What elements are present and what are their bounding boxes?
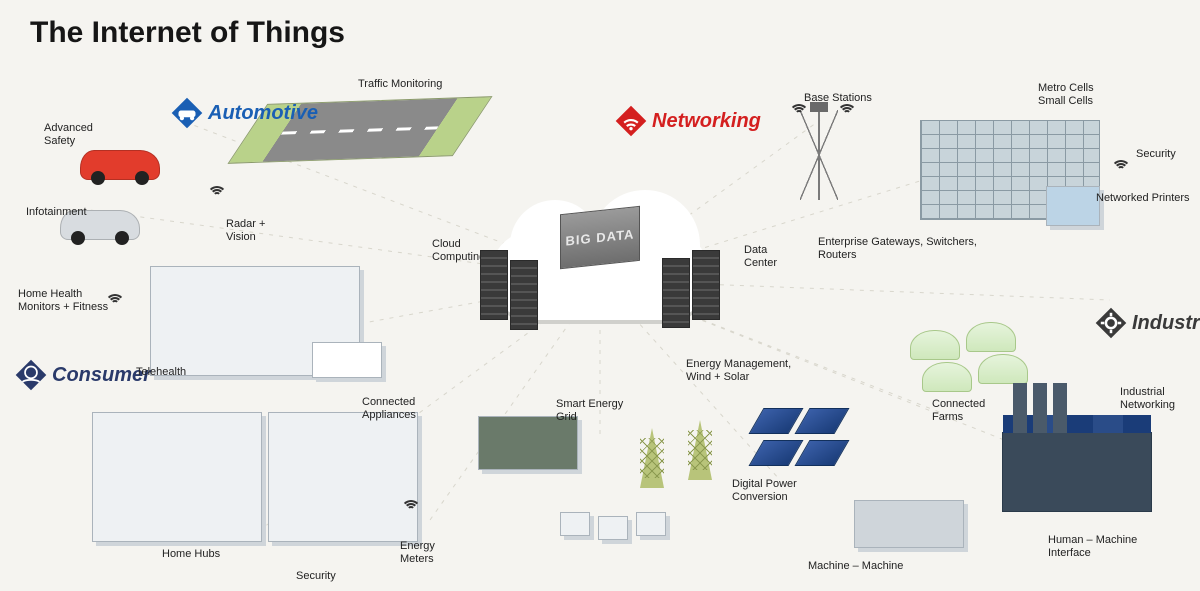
sector-label-text: Industrial	[1132, 312, 1200, 335]
server-rack-icon	[662, 258, 690, 328]
factory-icon	[1002, 432, 1152, 512]
node-label: Machine – Machine	[808, 560, 903, 573]
node-label: Security	[1136, 148, 1176, 161]
node-label: Traffic Monitoring	[358, 78, 442, 91]
wifi-icon	[1112, 160, 1130, 178]
node-label: Base Stations	[804, 92, 872, 105]
greenhouse-icon	[966, 322, 1016, 352]
node-label: Radar +Vision	[226, 218, 265, 243]
house-icon	[598, 516, 628, 540]
big-data-box: BIG DATA	[560, 206, 640, 269]
center-hub: BIG DATA	[490, 200, 710, 330]
wifi-icon	[838, 104, 856, 122]
wifi-icon	[208, 186, 226, 204]
node-label: CloudComputing	[432, 238, 485, 263]
node-label: Metro CellsSmall Cells	[1038, 82, 1094, 107]
node-label: ConnectedFarms	[932, 398, 985, 423]
node-label: DataCenter	[744, 244, 777, 269]
node-label: Networked Printers	[1096, 192, 1190, 205]
page-title: The Internet of Things	[30, 16, 345, 50]
gear-diamond-icon	[1094, 306, 1128, 340]
sector-label-text: Networking	[652, 110, 761, 133]
wifi-icon	[106, 294, 124, 312]
node-label: IndustrialNetworking	[1120, 386, 1175, 411]
greenhouse-icon	[922, 362, 972, 392]
ambulance-icon	[312, 342, 382, 378]
node-label: Smart EnergyGrid	[556, 398, 623, 423]
house-icon	[560, 512, 590, 536]
node-label: Telehealth	[136, 366, 186, 379]
sector-label-text: Automotive	[208, 102, 318, 125]
wifi-diamond-icon	[614, 104, 648, 138]
machine-icon	[854, 500, 964, 548]
car-diamond-icon	[170, 96, 204, 130]
node-label: Security	[296, 570, 336, 583]
wifi-icon	[402, 500, 420, 518]
home-cutaway-icon	[92, 412, 262, 542]
node-label: Digital PowerConversion	[732, 478, 797, 503]
pylon-icon	[640, 428, 664, 488]
server-rack-icon	[692, 250, 720, 320]
solar-panel-icon	[794, 408, 849, 434]
server-rack-icon	[510, 260, 538, 330]
node-label: Home HealthMonitors + Fitness	[18, 288, 108, 313]
wifi-icon	[790, 104, 808, 122]
node-label: Infotainment	[26, 206, 87, 219]
greenhouse-icon	[978, 354, 1028, 384]
node-label: ConnectedAppliances	[362, 396, 416, 421]
car-icon	[80, 150, 160, 180]
server-rack-icon	[480, 250, 508, 320]
sector-automotive: Automotive	[170, 96, 318, 130]
sector-consumer: Consumer	[14, 358, 151, 392]
hand-globe-icon	[14, 358, 48, 392]
node-label: Human – MachineInterface	[1048, 534, 1137, 559]
node-label: Enterprise Gateways, Switchers,Routers	[818, 236, 977, 261]
greenhouse-icon	[910, 330, 960, 360]
sector-networking: Networking	[614, 104, 761, 138]
node-label: AdvancedSafety	[44, 122, 93, 147]
node-label: Energy Management,Wind + Solar	[686, 358, 791, 383]
kitchen-cutaway-icon	[268, 412, 418, 542]
node-label: EnergyMeters	[400, 540, 435, 565]
solar-panel-icon	[794, 440, 849, 466]
substation-icon	[478, 416, 578, 470]
printer-icon	[1046, 186, 1100, 226]
node-label: Home Hubs	[162, 548, 220, 561]
sector-industrial: Industrial	[1094, 306, 1200, 340]
cell-tower-icon	[818, 110, 820, 200]
pylon-icon	[688, 420, 712, 480]
house-icon	[636, 512, 666, 536]
